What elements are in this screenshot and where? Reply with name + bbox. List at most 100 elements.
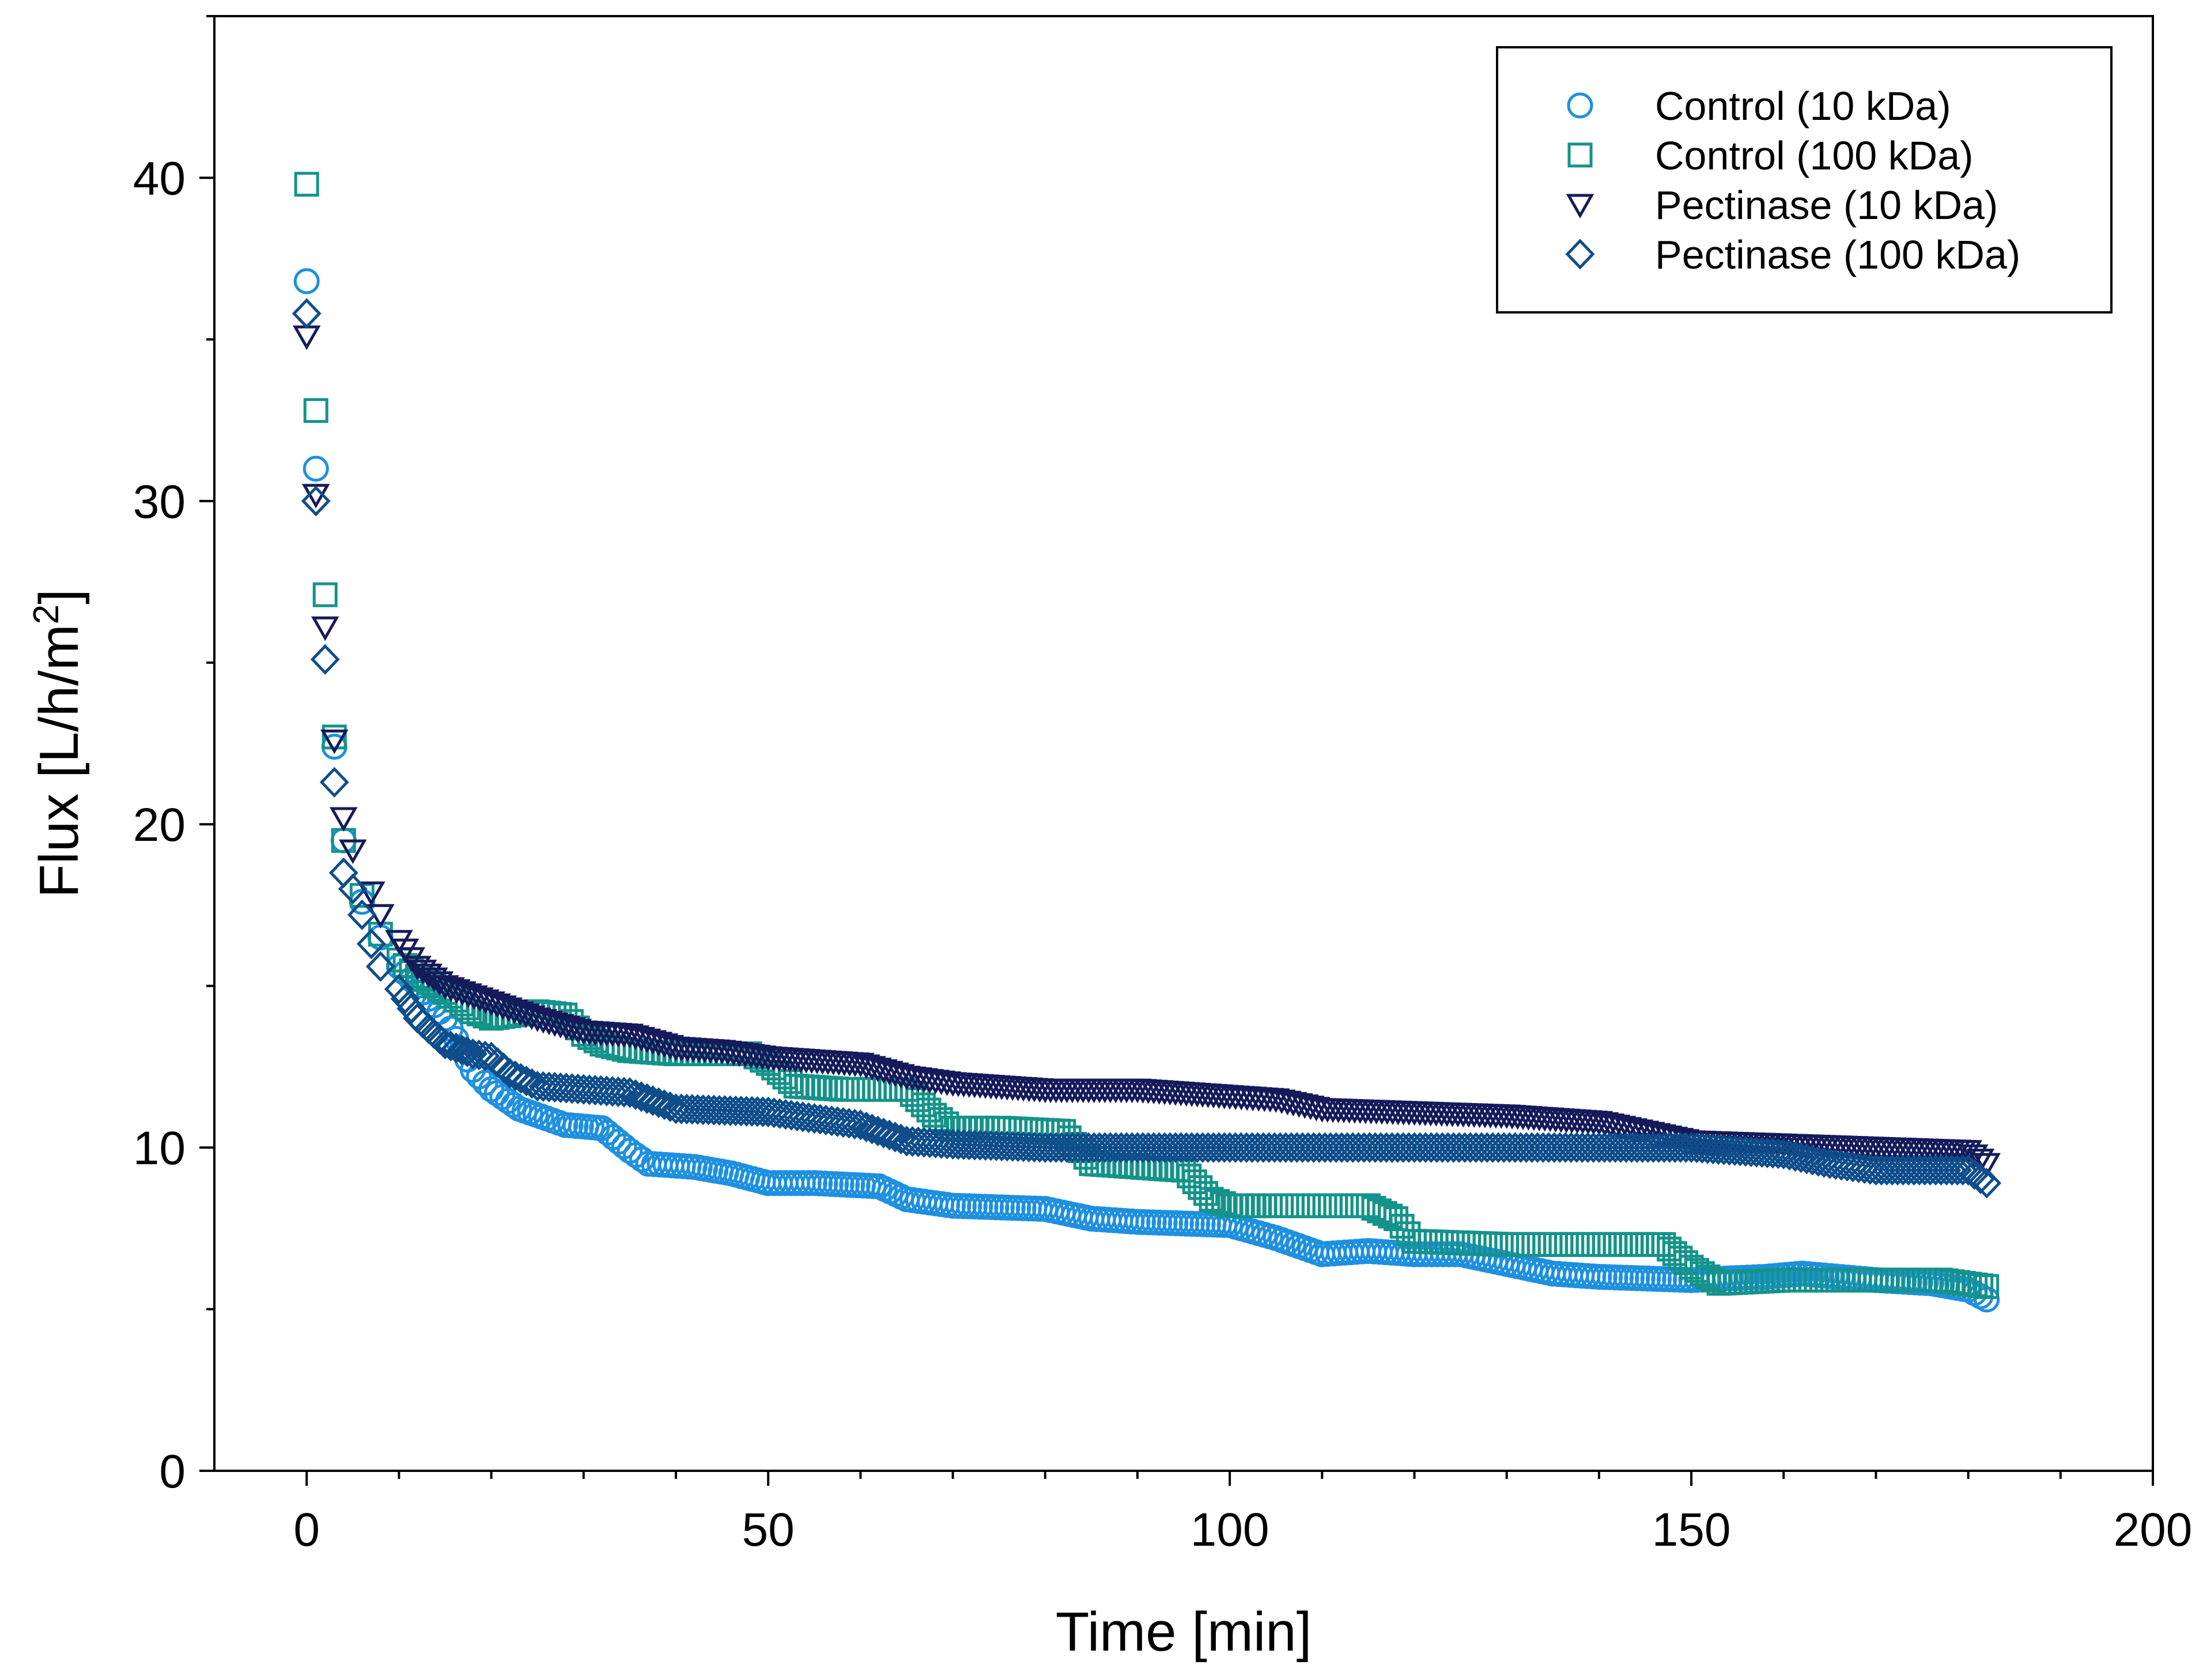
- data-point: [466, 987, 494, 1012]
- data-point: [454, 983, 482, 1008]
- data-point: [365, 951, 395, 982]
- data-point: [464, 1039, 494, 1070]
- data-point: [1769, 1138, 1798, 1169]
- data-point: [759, 1097, 789, 1128]
- data-point: [437, 977, 465, 1002]
- data-point: [320, 729, 349, 754]
- data-point: [535, 1010, 563, 1036]
- data-point: [338, 839, 367, 864]
- data-point: [1832, 1150, 1862, 1181]
- data-point: [621, 1025, 650, 1050]
- data-point: [301, 485, 331, 516]
- y-tick-label: 40: [133, 152, 186, 205]
- data-point: [1953, 1154, 1983, 1186]
- data-point: [1803, 1146, 1833, 1177]
- y-axis-label-main: Flux [L/h/m: [28, 624, 90, 898]
- data-point: [793, 1102, 823, 1133]
- data-point: [448, 981, 477, 1006]
- data-point: [558, 1017, 587, 1042]
- data-point: [458, 1038, 488, 1070]
- data-point: [1843, 1152, 1873, 1183]
- legend-box: [1496, 46, 2113, 314]
- data-point: [1959, 1159, 1989, 1190]
- data-point: [633, 1028, 662, 1054]
- data-point: [477, 991, 505, 1016]
- data-point: [799, 1103, 829, 1134]
- data-point: [452, 1036, 482, 1067]
- data-point: [1838, 1152, 1868, 1183]
- data-point: [436, 1030, 466, 1062]
- data-point: [858, 1056, 886, 1081]
- legend-marker: [1565, 239, 1595, 270]
- x-tick-label: 0: [293, 1504, 320, 1556]
- data-point: [650, 1033, 679, 1058]
- data-point: [356, 928, 386, 960]
- data-point: [840, 1108, 870, 1140]
- plot-frame: [213, 15, 2154, 1472]
- data-point: [1763, 1138, 1793, 1169]
- data-point: [517, 1068, 547, 1099]
- data-point: [529, 1009, 557, 1034]
- data-point: [494, 997, 523, 1022]
- data-point: [319, 767, 349, 798]
- data-point: [811, 1104, 841, 1136]
- data-point: [847, 1052, 875, 1078]
- y-axis-label-close: ]: [28, 589, 90, 605]
- series-4: [292, 298, 2002, 1199]
- data-point: [512, 1003, 540, 1028]
- x-tick-label: 50: [742, 1504, 795, 1556]
- series-3: [292, 325, 2001, 1178]
- y-tick-label: 30: [133, 475, 186, 528]
- x-axis-label: Time [min]: [1056, 1601, 1312, 1663]
- data-point: [776, 1100, 806, 1131]
- data-point: [347, 899, 377, 930]
- data-point: [875, 1060, 904, 1086]
- data-point: [1820, 1149, 1850, 1180]
- x-tick-label: 150: [1652, 1504, 1731, 1556]
- x-tick-label: 200: [2114, 1504, 2193, 1556]
- data-point: [541, 1012, 569, 1037]
- legend: Control (10 kDa)Control (100 kDa) Pectina…: [1496, 46, 2113, 314]
- data-point: [770, 1099, 800, 1130]
- data-point: [1815, 1148, 1845, 1179]
- data-point: [1786, 1142, 1816, 1173]
- legend-label: Pectinase (10 kDa): [1655, 183, 1998, 228]
- data-point: [312, 582, 338, 607]
- data-point: [817, 1105, 847, 1137]
- data-point: [852, 1054, 881, 1079]
- data-point: [430, 1029, 460, 1060]
- data-point: [523, 1007, 551, 1032]
- data-point: [615, 1024, 644, 1048]
- data-point: [517, 1005, 546, 1030]
- data-point: [870, 1059, 898, 1084]
- data-point: [1792, 1143, 1822, 1175]
- data-point: [384, 973, 414, 1005]
- data-point: [1809, 1147, 1839, 1178]
- data-point: [293, 268, 320, 295]
- data-point: [441, 1032, 471, 1063]
- data-point: [390, 983, 420, 1014]
- data-point: [627, 1026, 656, 1052]
- legend-marker: [1567, 92, 1593, 119]
- legend-label: Control (100 kDa): [1655, 133, 1973, 178]
- data-point: [338, 873, 368, 905]
- data-point: [1780, 1141, 1810, 1172]
- data-point: [644, 1032, 673, 1056]
- data-point: [753, 1096, 783, 1128]
- data-point: [483, 993, 511, 1018]
- data-point: [834, 1108, 864, 1139]
- data-point: [329, 807, 358, 832]
- data-point: [638, 1030, 667, 1055]
- data-point: [546, 1014, 575, 1039]
- data-point: [303, 455, 329, 482]
- data-point: [500, 999, 528, 1024]
- data-point: [431, 975, 459, 1000]
- data-point: [294, 172, 319, 197]
- x-tick-label: 100: [1191, 1504, 1269, 1556]
- data-point: [886, 1123, 916, 1155]
- data-point: [782, 1100, 812, 1132]
- data-point: [805, 1104, 835, 1135]
- data-point: [765, 1098, 795, 1129]
- data-point: [409, 960, 437, 984]
